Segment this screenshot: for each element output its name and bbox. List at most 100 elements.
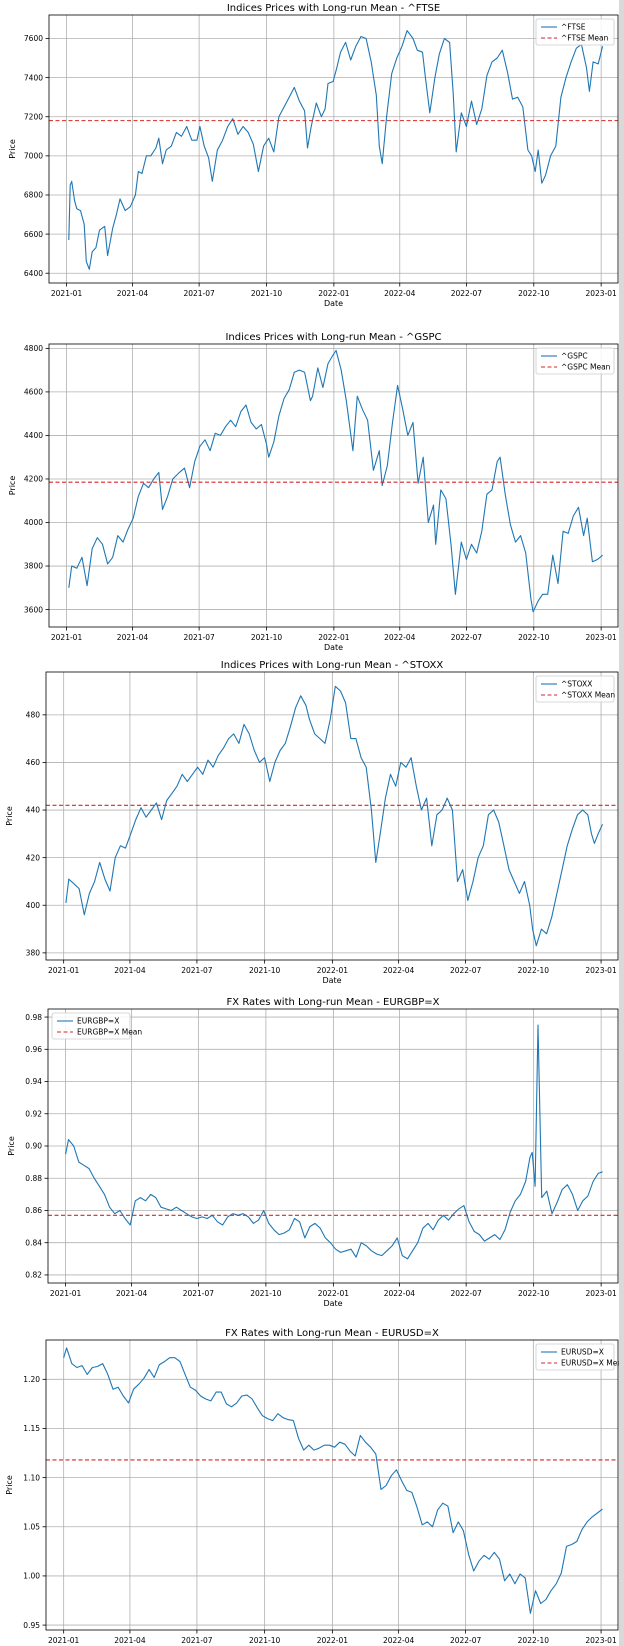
legend-series-label: EURUSD=X [561, 1348, 604, 1357]
y-tick-label: 7200 [24, 112, 43, 121]
chart-2: Indices Prices with Long-run Mean - ^GSP… [8, 332, 619, 652]
series-line-1 [65, 685, 603, 947]
y-tick-label: 6600 [24, 230, 43, 239]
x-tick-label: 2021-07 [183, 1289, 215, 1298]
window-right-edge [619, 0, 624, 1646]
y-tick-label: 460 [26, 758, 41, 767]
x-tick-label: 2021-01 [51, 633, 83, 642]
legend-series-label: EURGBP=X [77, 1017, 119, 1026]
gridlines [49, 15, 618, 283]
y-tick-label: 4800 [24, 344, 43, 353]
legend-mean-label: ^GSPC Mean [561, 363, 611, 372]
legend-mean-label: EURGBP=X Mean [77, 1028, 142, 1037]
x-tick-label: 2021-10 [249, 966, 281, 975]
legend-series-label: ^STOXX [561, 680, 592, 689]
series-line-1 [63, 1347, 603, 1614]
x-tick-label: 2022-01 [318, 633, 350, 642]
gridlines [46, 1340, 618, 1630]
x-tick-label: 2023-01 [585, 966, 617, 975]
series-line-1 [68, 30, 604, 270]
x-tick-label: 2021-04 [114, 966, 146, 975]
chart-title: Indices Prices with Long-run Mean - ^GSP… [225, 332, 441, 343]
chart-1: Indices Prices with Long-run Mean - ^FTS… [8, 3, 619, 308]
y-tick-label: 0.82 [25, 1271, 42, 1280]
x-tick-label: 2021-10 [251, 633, 283, 642]
chart-title: Indices Prices with Long-run Mean - ^STO… [221, 660, 444, 671]
x-tick-label: 2022-01 [318, 289, 350, 298]
x-axis-label: Date [323, 1299, 342, 1308]
y-tick-label: 6800 [24, 191, 43, 200]
y-tick-label: 480 [26, 711, 41, 720]
x-tick-label: 2022-10 [518, 966, 550, 975]
x-tick-label: 2021-07 [183, 633, 215, 642]
plot-frame [48, 343, 619, 628]
legend: ^STOXX ^STOXX Mean [535, 675, 615, 703]
x-tick-label: 2022-04 [384, 633, 416, 642]
y-axis-label: Price [8, 139, 17, 159]
x-tick-label: 2021-07 [183, 289, 215, 298]
plot-frame [47, 1008, 619, 1284]
y-axis-label: Price [5, 1475, 14, 1495]
x-tick-label: 2021-04 [117, 289, 149, 298]
x-tick-label: 2021-10 [251, 289, 283, 298]
x-tick-label: 2023-01 [585, 1636, 617, 1645]
y-tick-label: 1.15 [23, 1424, 40, 1433]
x-tick-label: 2022-07 [450, 1289, 482, 1298]
y-tick-label: 1.05 [23, 1522, 40, 1531]
y-tick-label: 0.94 [25, 1077, 42, 1086]
gridlines [48, 1009, 618, 1283]
y-tick-label: 0.92 [25, 1109, 42, 1118]
y-tick-label: 420 [26, 853, 41, 862]
x-tick-label: 2022-07 [451, 633, 483, 642]
x-tick-label: 2021-01 [50, 1289, 82, 1298]
legend: ^FTSE ^FTSE Mean [535, 18, 615, 46]
y-tick-label: 1.20 [23, 1375, 40, 1384]
x-tick-label: 2022-04 [383, 966, 415, 975]
legend: EURUSD=X EURUSD=X Mean [535, 1343, 624, 1371]
y-tick-label: 0.84 [25, 1238, 42, 1247]
y-tick-label: 7400 [24, 73, 43, 82]
legend-mean-label: EURUSD=X Mean [561, 1359, 624, 1368]
chart-3: Indices Prices with Long-run Mean - ^STO… [5, 660, 619, 985]
x-tick-label: 2022-01 [318, 1289, 350, 1298]
x-tick-label: 2021-04 [114, 1636, 146, 1645]
x-tick-label: 2021-01 [51, 289, 83, 298]
legend: EURGBP=X EURGBP=X Mean [51, 1012, 142, 1040]
y-axis-label: Price [7, 1136, 16, 1156]
x-tick-label: 2021-07 [181, 1636, 213, 1645]
y-tick-label: 3800 [24, 562, 43, 571]
y-tick-label: 7600 [24, 34, 43, 43]
chart-title: FX Rates with Long-run Mean - EURUSD=X [225, 1328, 439, 1339]
x-tick-label: 2022-10 [518, 289, 550, 298]
y-tick-label: 4000 [24, 518, 43, 527]
y-tick-label: 0.95 [23, 1621, 40, 1630]
x-tick-label: 2021-01 [48, 1636, 80, 1645]
chart-4: FX Rates with Long-run Mean - EURGBP=X 20… [7, 997, 619, 1308]
x-tick-label: 2022-04 [384, 289, 416, 298]
y-axis-label: Price [8, 476, 17, 496]
y-tick-label: 0.96 [25, 1045, 42, 1054]
y-tick-label: 0.90 [25, 1142, 42, 1151]
legend-series-label: ^FTSE [561, 23, 586, 32]
y-tick-label: 440 [26, 806, 41, 815]
legend-mean-label: ^STOXX Mean [561, 691, 615, 700]
plot-frame [45, 671, 619, 961]
legend: ^GSPC ^GSPC Mean [535, 347, 615, 375]
x-tick-label: 2022-07 [450, 1636, 482, 1645]
chart-title: FX Rates with Long-run Mean - EURGBP=X [227, 997, 440, 1008]
y-tick-label: 400 [26, 901, 41, 910]
x-tick-label: 2022-01 [317, 1636, 349, 1645]
legend-mean-label: ^FTSE Mean [561, 34, 609, 43]
y-axis-label: Price [5, 806, 14, 826]
x-tick-label: 2021-10 [249, 1636, 281, 1645]
series-line-1 [65, 1024, 603, 1260]
y-tick-label: 0.98 [25, 1013, 42, 1022]
gridlines [46, 672, 618, 960]
y-tick-label: 1.10 [23, 1473, 40, 1482]
x-tick-label: 2021-10 [250, 1289, 282, 1298]
x-tick-label: 2021-04 [117, 633, 149, 642]
x-tick-label: 2022-04 [384, 1289, 416, 1298]
y-tick-label: 6400 [24, 269, 43, 278]
x-tick-label: 2023-01 [585, 1289, 617, 1298]
series-line-1 [68, 349, 603, 613]
